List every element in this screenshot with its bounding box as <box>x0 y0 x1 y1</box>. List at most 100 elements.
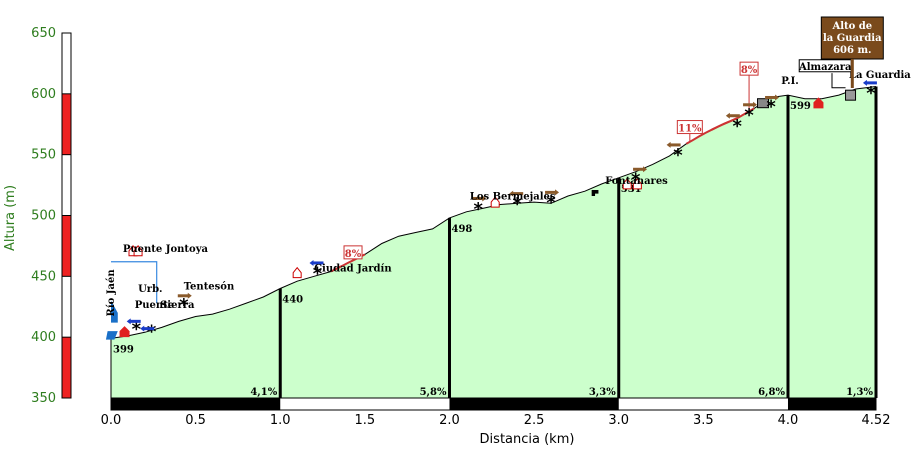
y-axis-ticks: 350 400 450 500 550 600 650 <box>31 26 56 406</box>
bus-stop-icon: * <box>313 263 323 284</box>
steep-ramp-label: 8% <box>345 249 362 260</box>
direction-arrow-icon <box>725 112 740 119</box>
y-tick-label: 650 <box>31 26 56 41</box>
arrow-head <box>775 94 780 101</box>
steep-ramp-label: 11% <box>678 124 702 135</box>
restaurant-icon <box>813 97 824 109</box>
arrow-head <box>555 189 560 196</box>
scale-bar-block <box>61 93 72 156</box>
direction-arrow-icon <box>765 94 780 101</box>
bus-stop-icon: * <box>147 322 157 343</box>
x-tick-label: 0.5 <box>185 413 206 428</box>
bus-stop-icon: * <box>631 170 641 191</box>
bus-stop-icon: * <box>179 295 189 316</box>
house-icon <box>622 178 632 190</box>
segment-slope-label: 5,8% <box>420 387 447 398</box>
y-tick-label: 400 <box>31 330 56 345</box>
direction-arrow-icon <box>633 166 648 173</box>
km-marker-elevation: 399 <box>113 344 134 355</box>
arrow-head <box>725 112 730 119</box>
y-tick-label: 600 <box>31 87 56 102</box>
almazara-label: Almazara <box>798 62 852 73</box>
steep-ramp-line <box>711 107 755 131</box>
summit-label: la Guardia <box>823 33 882 44</box>
map-symbols: * **** * ***** ** <box>105 73 877 343</box>
arrow-head <box>753 101 758 108</box>
bus-stop-icon: * <box>474 199 484 220</box>
direction-arrow-icon <box>140 325 155 332</box>
direction-arrow-icon <box>666 141 681 148</box>
arrow-head <box>482 195 487 202</box>
altitude-scale-bar <box>61 32 72 399</box>
direction-arrow-icon <box>509 190 524 197</box>
bus-stop-icon: * <box>766 97 776 118</box>
segment-slope-label: 4,1% <box>250 387 277 398</box>
river-icon <box>111 300 118 323</box>
y-tick-label: 550 <box>31 148 56 163</box>
direction-arrow-icon <box>743 101 758 108</box>
direction-arrow-icon <box>177 292 192 299</box>
x-tick-label: 0.0 <box>101 413 122 428</box>
segment-slope-label: 1,3% <box>846 387 873 398</box>
place-label: Sierra <box>160 300 195 311</box>
distance-bar-block <box>787 398 876 410</box>
place-label: Urb. <box>138 284 162 295</box>
y-tick-label: 500 <box>31 209 56 224</box>
place-label: Puente Jontoya <box>123 244 209 255</box>
profile-fill <box>111 86 876 398</box>
direction-arrow-icon <box>126 318 141 325</box>
x-tick-label: 2.0 <box>439 413 460 428</box>
y-tick-label: 350 <box>31 391 56 406</box>
km-marker-elevation: 599 <box>790 101 811 112</box>
scale-bar-block <box>61 215 72 277</box>
steep-ramp-label: 8% <box>741 65 758 76</box>
place-label: Ciudad Jardín <box>314 263 392 274</box>
x-tick-label: 3.5 <box>693 413 714 428</box>
place-label: P.I. <box>781 76 799 87</box>
bus-stop-icon: * <box>673 145 683 166</box>
place-label: Tentesón <box>184 282 235 293</box>
house-icon <box>292 266 302 279</box>
direction-arrow-icon <box>862 79 877 86</box>
x-tick-label: 2.5 <box>524 413 545 428</box>
y-axis-title: Altura (m) <box>3 185 18 251</box>
x-tick-label: 4.52 <box>862 413 891 428</box>
arrow-head <box>309 259 314 266</box>
arrow-head <box>126 318 131 325</box>
segment-slope-label: 6,8% <box>758 387 785 398</box>
x-axis-title: Distancia (km) <box>480 432 575 447</box>
bridge-icon <box>105 331 118 340</box>
place-label: Puente <box>135 300 174 311</box>
summit-label: 606 m. <box>833 45 871 56</box>
place-label: Los Bermejales <box>470 192 556 203</box>
arrow-head <box>643 166 648 173</box>
arrow-head <box>666 141 671 148</box>
profile-area <box>110 86 878 398</box>
direction-arrow-icon <box>472 195 487 202</box>
direction-arrow-icon <box>545 189 560 196</box>
industrial-park-icon <box>757 98 770 109</box>
bus-stop-icon: * <box>512 194 522 215</box>
km-marker-elevation: 498 <box>451 224 472 235</box>
almazara-leader <box>831 73 846 89</box>
scale-bar-block <box>61 336 72 399</box>
house-icon <box>133 244 143 257</box>
restaurant-icon <box>119 326 130 338</box>
x-tick-label: 1.0 <box>270 413 291 428</box>
x-axis-ticks: 0.0 0.5 1.0 1.5 2.0 2.5 3.0 3.5 4.0 4.52 <box>101 413 891 428</box>
bus-stop-icon: * <box>733 116 743 137</box>
summit-box <box>820 16 884 60</box>
summit-label: Alto de <box>831 21 872 32</box>
place-label: Fontanares <box>605 176 668 187</box>
segment-slope-label: 3,3% <box>589 387 616 398</box>
y-tick-label: 450 <box>31 269 56 284</box>
bus-stop-icon: * <box>866 83 876 104</box>
arrow-head <box>862 79 867 86</box>
x-tick-label: 4.0 <box>778 413 799 428</box>
bus-stop-icon: * <box>744 105 754 126</box>
km-marker-elevation: 440 <box>282 295 303 306</box>
steep-ramps: 8% 11% 8% <box>330 61 759 273</box>
factory-icon <box>591 189 599 197</box>
bus-stop-icon: * <box>546 193 556 214</box>
